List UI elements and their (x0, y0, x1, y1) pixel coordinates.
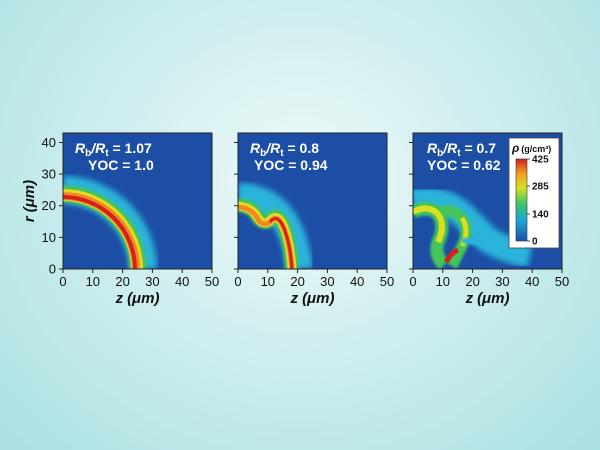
x-tick-label: 50 (555, 274, 569, 289)
x-tick-label: 40 (175, 274, 189, 289)
panel-2-ratio: Rb/Rt = 0.8 (250, 140, 319, 159)
x-tick-label: 20 (290, 274, 304, 289)
x-tick-label: 20 (115, 274, 129, 289)
panel-1-annotation: Rb/Rt = 1.07 YOC = 1.0 (75, 140, 154, 173)
panel-2-annotation: Rb/Rt = 0.8 YOC = 0.94 (250, 140, 328, 173)
panel-1-ratio: Rb/Rt = 1.07 (75, 140, 152, 159)
x-tick-label: 40 (525, 274, 539, 289)
y-tick-label: 0 (49, 262, 56, 277)
x-tick-label: 20 (465, 274, 479, 289)
colorbar-title: ρ (g/cm³) (511, 141, 551, 155)
colorbar-ticks: 0 140 285 425 (527, 155, 549, 248)
x-tick-label: 50 (205, 274, 219, 289)
axes-layer: 0 10 20 30 40 50 z (μm) 0 10 20 30 40 0 10 20 30 40 50 z (μm… (42, 135, 570, 307)
x-tick-label: 10 (436, 274, 450, 289)
panel-3-annotation: Rb/Rt = 0.7 YOC = 0.62 (427, 140, 501, 173)
y-axis-var: r (21, 215, 38, 222)
panel-1-yoc: YOC = 1.0 (88, 157, 154, 173)
panel-2 (238, 133, 387, 269)
x-axis-label: z (μm) (465, 290, 510, 307)
y-axis-label: r (μm) (21, 180, 38, 222)
panel-3-density-field (413, 187, 533, 269)
x-tick-label: 40 (350, 274, 364, 289)
panel-2-yoc: YOC = 0.94 (254, 157, 328, 173)
panel-1-density-field (63, 176, 157, 269)
panel-3-ratio: Rb/Rt = 0.7 (427, 140, 496, 159)
colorbar-tick-label: 0 (532, 237, 538, 248)
y-tick-label: 40 (42, 135, 56, 150)
colorbar-gradient (515, 158, 528, 242)
x-axis-label: z (μm) (290, 290, 335, 307)
y-axis-unit: (μm) (21, 180, 38, 212)
x-tick-label: 30 (495, 274, 509, 289)
colorbar-legend: ρ (g/cm³) 0 140 285 425 (508, 137, 560, 249)
colorbar-tick-label: 425 (532, 155, 549, 166)
x-tick-label: 0 (409, 274, 416, 289)
y-tick-label: 30 (42, 167, 56, 182)
x-tick-label: 0 (234, 274, 241, 289)
colorbar-tick-label: 140 (532, 209, 549, 220)
panel-3-yoc: YOC = 0.62 (427, 157, 501, 173)
panel-2-density-field (238, 183, 313, 269)
y-tick-label: 20 (42, 198, 56, 213)
y-tick-label: 10 (42, 230, 56, 245)
x-tick-label: 10 (261, 274, 275, 289)
panel-1-frame (62, 132, 213, 270)
panel-3-frame (412, 132, 563, 270)
x-axis-label: z (μm) (115, 290, 160, 307)
panel-1 (63, 133, 212, 269)
colorbar-tick-label: 285 (532, 182, 549, 193)
panel-2-frame (237, 132, 388, 270)
x-tick-label: 10 (86, 274, 100, 289)
x-tick-label: 30 (320, 274, 334, 289)
x-tick-label: 0 (59, 274, 66, 289)
x-tick-label: 30 (145, 274, 159, 289)
x-tick-label: 50 (380, 274, 394, 289)
